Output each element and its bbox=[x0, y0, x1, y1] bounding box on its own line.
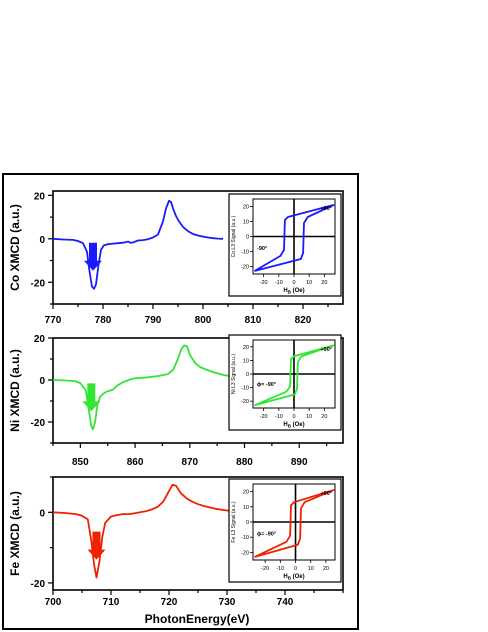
y-tick-label: 20 bbox=[34, 334, 46, 345]
inset-y-tick-label: 0 bbox=[246, 520, 249, 526]
hysteresis-loop bbox=[254, 344, 335, 407]
y-tick-label: 0 bbox=[39, 376, 45, 387]
inset-y-tick-label: -10 bbox=[241, 535, 249, 541]
x-tick-label: 710 bbox=[103, 597, 120, 608]
axes-frame bbox=[52, 190, 344, 305]
x-tick-label: 890 bbox=[291, 457, 308, 468]
inset-x-tick-label: 0 bbox=[292, 414, 295, 420]
inset-y-tick-label: 20 bbox=[243, 490, 249, 496]
y-tick-label: 0 bbox=[39, 508, 45, 519]
inset-x-tick-label: -20 bbox=[261, 566, 269, 572]
x-tick-label: 700 bbox=[45, 597, 62, 608]
inset-y-tick-label: 20 bbox=[243, 345, 249, 351]
inset-x-tick-label: 10 bbox=[306, 414, 312, 420]
inset-x-label: HB (Oe) bbox=[283, 574, 304, 581]
inset-x-tick-label: 20 bbox=[321, 280, 327, 286]
y-tick-label: -20 bbox=[31, 579, 46, 590]
figure-frame bbox=[2, 173, 359, 630]
y-axis-label: Ni XMCD (a.u.) bbox=[8, 349, 22, 432]
y-axis-label: Fe XMCD (a.u.) bbox=[8, 491, 22, 576]
inset-y-tick-label: -20 bbox=[241, 265, 249, 271]
panel-2: 850 860 870 880 890 -20 0 20 Ni XMCD (a.u.) -20 -1… bbox=[8, 334, 344, 468]
inset-x-tick-label: 20 bbox=[323, 566, 329, 572]
y-tick-label: 0 bbox=[39, 235, 45, 246]
inset-label-neg: ϕ= -90° bbox=[257, 532, 276, 538]
axes-frame bbox=[52, 337, 344, 444]
arrow-marker bbox=[87, 531, 106, 560]
xmcd-line bbox=[52, 199, 224, 290]
hysteresis-loop bbox=[254, 489, 335, 558]
inset-x-tick-label: 10 bbox=[308, 566, 314, 572]
inset-x-tick-label: 0 bbox=[292, 280, 295, 286]
inset-x-tick-label: 0 bbox=[294, 566, 297, 572]
inset-y-label: Fe L3 Signal (a.u.) bbox=[231, 501, 237, 542]
arrow-marker bbox=[84, 242, 102, 271]
y-tick-label: -20 bbox=[31, 418, 46, 429]
y-tick-label: -20 bbox=[31, 278, 46, 289]
inset-y-tick-label: -10 bbox=[241, 386, 249, 392]
inset-label-neg: -90° bbox=[257, 246, 267, 252]
x-tick-label: 810 bbox=[245, 315, 262, 326]
panel-1: 770 780 790 800 810 820 -20 0 20 Co XMCD (a.u.) -2… bbox=[8, 190, 344, 326]
arrow-marker bbox=[82, 383, 101, 412]
inset-label-neg: ϕ= -90° bbox=[257, 382, 276, 388]
inset-y-label: Co L3 Signal (a.u.) bbox=[231, 215, 237, 257]
x-tick-label: 730 bbox=[219, 597, 236, 608]
inset-y-tick-label: -20 bbox=[241, 399, 249, 405]
inset-frame bbox=[228, 334, 342, 431]
hysteresis-loop bbox=[254, 204, 335, 272]
x-axis-label: PhotonEnergy(eV) bbox=[145, 612, 250, 626]
inset-y-tick-label: 0 bbox=[246, 372, 249, 378]
inset-frame bbox=[228, 478, 342, 583]
xmcd-line bbox=[52, 344, 245, 431]
x-tick-label: 800 bbox=[195, 315, 212, 326]
inset-hysteresis: -20 -10 0 10 20 -20 -10 0 10 20 +90° ϕ= -90° HB (Oe)… bbox=[228, 478, 342, 583]
x-tick-label: 870 bbox=[181, 457, 198, 468]
inset-y-tick-label: 0 bbox=[246, 235, 249, 241]
inset-x-label: HB (Oe) bbox=[283, 422, 304, 429]
inset-y-tick-label: -20 bbox=[241, 550, 249, 556]
xmcd-line bbox=[52, 483, 239, 579]
inset-x-tick-label: 10 bbox=[306, 280, 312, 286]
x-tick-label: 740 bbox=[277, 597, 294, 608]
x-tick-label: 880 bbox=[236, 457, 253, 468]
y-tick-label: 20 bbox=[34, 191, 46, 202]
inset-y-tick-label: 10 bbox=[243, 505, 249, 511]
x-tick-label: 820 bbox=[295, 315, 312, 326]
inset-label-pos: +90° bbox=[320, 491, 332, 497]
panel-3: 700 710 720 730 740 -20 0 Fe XMCD (a.u.) -20 -10 0… bbox=[8, 476, 344, 608]
x-tick-label: 770 bbox=[45, 315, 62, 326]
x-tick-label: 790 bbox=[145, 315, 162, 326]
x-tick-label: 850 bbox=[72, 457, 89, 468]
inset-label-pos: +90° bbox=[320, 206, 332, 212]
inset-hysteresis: -20 -10 0 10 20 -20 -10 0 10 20 +90° -90° HB (Oe) Co … bbox=[228, 193, 342, 297]
inset-y-tick-label: 10 bbox=[243, 358, 249, 364]
x-tick-label: 780 bbox=[95, 315, 112, 326]
inset-x-tick-label: 20 bbox=[321, 414, 327, 420]
inset-x-label: HB (Oe) bbox=[283, 288, 304, 295]
x-tick-label: 860 bbox=[127, 457, 144, 468]
inset-x-tick-label: -10 bbox=[276, 566, 284, 572]
inset-hysteresis: -20 -10 0 10 20 -20 -10 0 10 20 +90° ϕ= -90° HB (Oe)… bbox=[228, 334, 342, 431]
x-tick-label: 720 bbox=[161, 597, 178, 608]
y-axis-label: Co XMCD (a.u.) bbox=[8, 204, 22, 291]
inset-y-label: Ni L3 Signal (a.u.) bbox=[231, 354, 237, 394]
inset-x-tick-label: -10 bbox=[275, 280, 283, 286]
inset-y-tick-label: -10 bbox=[241, 250, 249, 256]
inset-y-tick-label: 20 bbox=[243, 205, 249, 211]
inset-x-tick-label: -20 bbox=[260, 414, 268, 420]
inset-y-tick-label: 10 bbox=[243, 220, 249, 226]
inset-x-tick-label: -10 bbox=[275, 414, 283, 420]
inset-label-pos: +90° bbox=[320, 347, 332, 353]
inset-x-tick-label: -20 bbox=[260, 280, 268, 286]
